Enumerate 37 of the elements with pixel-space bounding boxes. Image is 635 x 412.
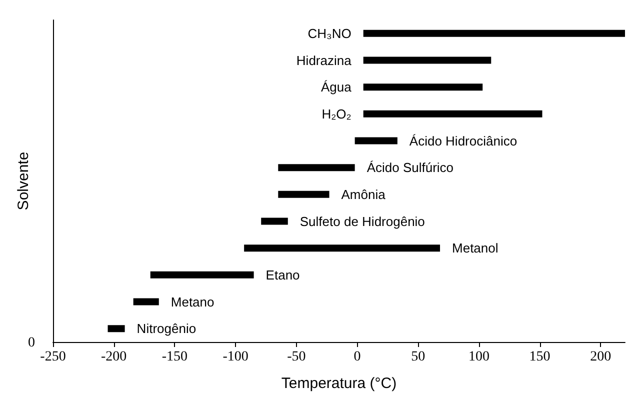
- y-tick-label: Sulfeto de Hidrogênio: [300, 214, 425, 229]
- y-tick-label: Hidrazina: [296, 52, 352, 68]
- x-tick-label: -250: [40, 350, 66, 364]
- x-tick-label: 100: [468, 350, 490, 364]
- bar: [363, 84, 483, 91]
- text: 0: [28, 336, 35, 350]
- bar: [278, 164, 355, 172]
- x-tick-label: 50: [411, 350, 426, 364]
- y-tick-label: Metanol: [452, 240, 498, 256]
- bar: [261, 218, 288, 225]
- bar: [354, 137, 398, 144]
- y-tick-label: Ácido Sulfúrico: [366, 160, 454, 176]
- y-tick-label: Água: [320, 80, 352, 95]
- y-tick-label: CH₃NO: [308, 26, 352, 41]
- bar: [363, 110, 542, 118]
- y-tick-label: Metano: [170, 294, 214, 310]
- bar: [133, 298, 159, 306]
- bar: [363, 56, 492, 64]
- x-tick-label: -100: [222, 350, 248, 364]
- bar: [244, 244, 440, 252]
- x-tick-label: 0: [354, 350, 361, 364]
- y-tick-label: Amônia: [341, 186, 386, 202]
- x-tick-label: -150: [162, 350, 188, 364]
- bar: [363, 30, 625, 37]
- bar: [278, 190, 330, 198]
- x-tick-label: 150: [529, 350, 550, 364]
- bar: [150, 271, 254, 278]
- y-axis-title: Solvente: [15, 152, 32, 210]
- x-tick-label: 200: [590, 350, 612, 364]
- x-tick-label: -50: [287, 350, 306, 364]
- bar: [108, 325, 125, 332]
- x-tick-label: -200: [101, 350, 127, 364]
- y-tick-label: H₂O₂: [322, 106, 352, 122]
- y-tick-label: Ácido Hidrociânico: [409, 133, 518, 148]
- y-tick-label: Nitrogênio: [136, 321, 196, 336]
- x-axis-title: Temperatura (°C): [281, 375, 397, 392]
- y-tick-label: Etano: [266, 267, 300, 282]
